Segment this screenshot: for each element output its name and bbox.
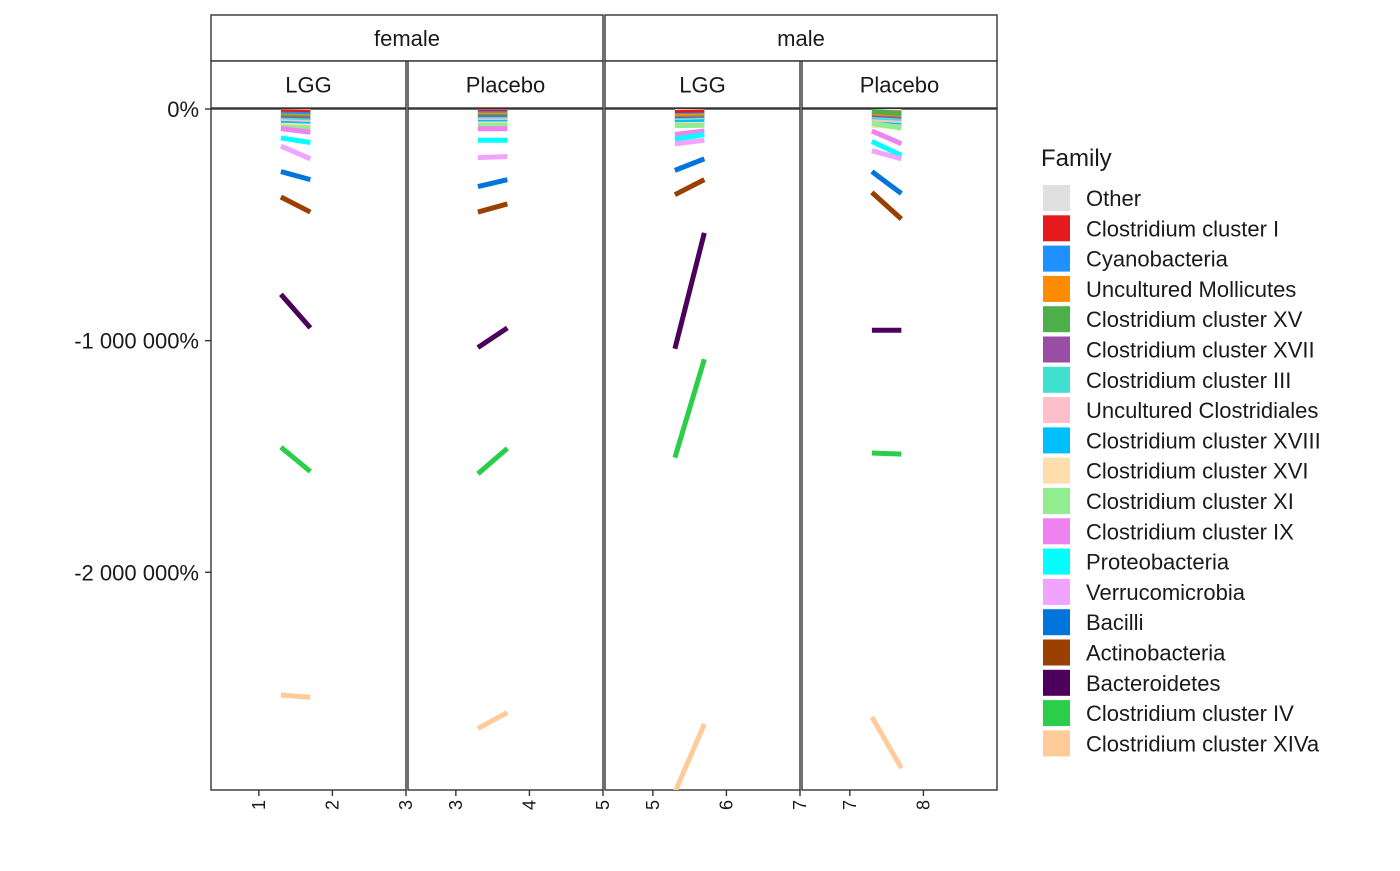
legend-label: Clostridium cluster IX <box>1086 519 1294 544</box>
legend-label: Bacteroidetes <box>1086 671 1221 696</box>
legend-swatch <box>1043 367 1070 393</box>
legend-swatch <box>1043 730 1070 756</box>
series-line-clostridium-cluster-ix <box>281 129 310 132</box>
legend-swatch <box>1043 337 1070 363</box>
legend-swatch <box>1043 579 1070 605</box>
x-tick-label: 4 <box>519 800 539 810</box>
strip-label-placebo: Placebo <box>860 73 940 98</box>
legend-label: Clostridium cluster XV <box>1086 307 1303 332</box>
legend-label: Cyanobacteria <box>1086 247 1229 272</box>
series-line-clostridium-cluster-iv <box>872 453 901 454</box>
legend-swatch <box>1043 427 1070 453</box>
x-tick-label: 3 <box>396 800 416 810</box>
x-tick-label: 8 <box>913 800 933 810</box>
legend-swatch <box>1043 670 1070 696</box>
legend-label: Clostridium cluster XVIII <box>1086 428 1321 453</box>
legend-swatch <box>1043 276 1070 302</box>
legend-swatch <box>1043 458 1070 484</box>
y-tick-label: -1 000 000% <box>74 329 199 354</box>
legend-swatch <box>1043 306 1070 332</box>
series-line-clostridium-cluster-xv <box>872 111 901 113</box>
legend-swatch <box>1043 246 1070 272</box>
legend-swatch <box>1043 397 1070 423</box>
legend-swatch <box>1043 215 1070 241</box>
strip-label-lgg: LGG <box>285 73 331 98</box>
x-tick-label: 7 <box>790 800 810 810</box>
y-tick-label: -2 000 000% <box>74 560 199 585</box>
legend-swatch <box>1043 549 1070 575</box>
legend-label: Uncultured Mollicutes <box>1086 277 1296 302</box>
strip-label-lgg: LGG <box>679 73 725 98</box>
legend-swatch <box>1043 640 1070 666</box>
legend-swatch <box>1043 185 1070 211</box>
strip-label-female: female <box>374 26 440 51</box>
y-tick-label: 0% <box>167 97 199 122</box>
x-tick-label: 5 <box>593 800 613 810</box>
legend-swatch <box>1043 488 1070 514</box>
legend-label: Uncultured Clostridiales <box>1086 398 1318 423</box>
series-line-verrucomicrobia <box>675 140 704 143</box>
legend-label: Clostridium cluster XI <box>1086 489 1294 514</box>
legend-label: Clostridium cluster XVI <box>1086 459 1309 484</box>
x-tick-label: 2 <box>322 800 342 810</box>
legend-label: Clostridium cluster IV <box>1086 701 1294 726</box>
x-tick-label: 5 <box>643 800 663 810</box>
x-tick-label: 7 <box>840 800 860 810</box>
legend-label: Verrucomicrobia <box>1086 580 1246 605</box>
legend-label: Clostridium cluster XVII <box>1086 338 1315 363</box>
legend-swatch <box>1043 609 1070 635</box>
legend-label: Proteobacteria <box>1086 550 1230 575</box>
legend-label: Clostridium cluster III <box>1086 368 1291 393</box>
x-tick-label: 1 <box>249 800 269 810</box>
series-line-verrucomicrobia <box>478 156 507 157</box>
x-tick-label: 6 <box>716 800 736 810</box>
series-line-clostridium-cluster-xiva <box>281 695 310 697</box>
legend-label: Bacilli <box>1086 610 1143 635</box>
legend-title: Family <box>1041 145 1112 172</box>
legend-swatch <box>1043 700 1070 726</box>
legend-label: Clostridium cluster XIVa <box>1086 731 1320 756</box>
legend-label: Clostridium cluster I <box>1086 216 1279 241</box>
legend-swatch <box>1043 518 1070 544</box>
legend-label: Actinobacteria <box>1086 641 1226 666</box>
panel-male-lgg <box>605 109 800 790</box>
legend-label: Other <box>1086 186 1141 211</box>
panel-male-placebo <box>802 109 997 790</box>
strip-label-placebo: Placebo <box>466 73 546 98</box>
x-tick-label: 3 <box>446 800 466 810</box>
strip-label-male: male <box>777 26 825 51</box>
